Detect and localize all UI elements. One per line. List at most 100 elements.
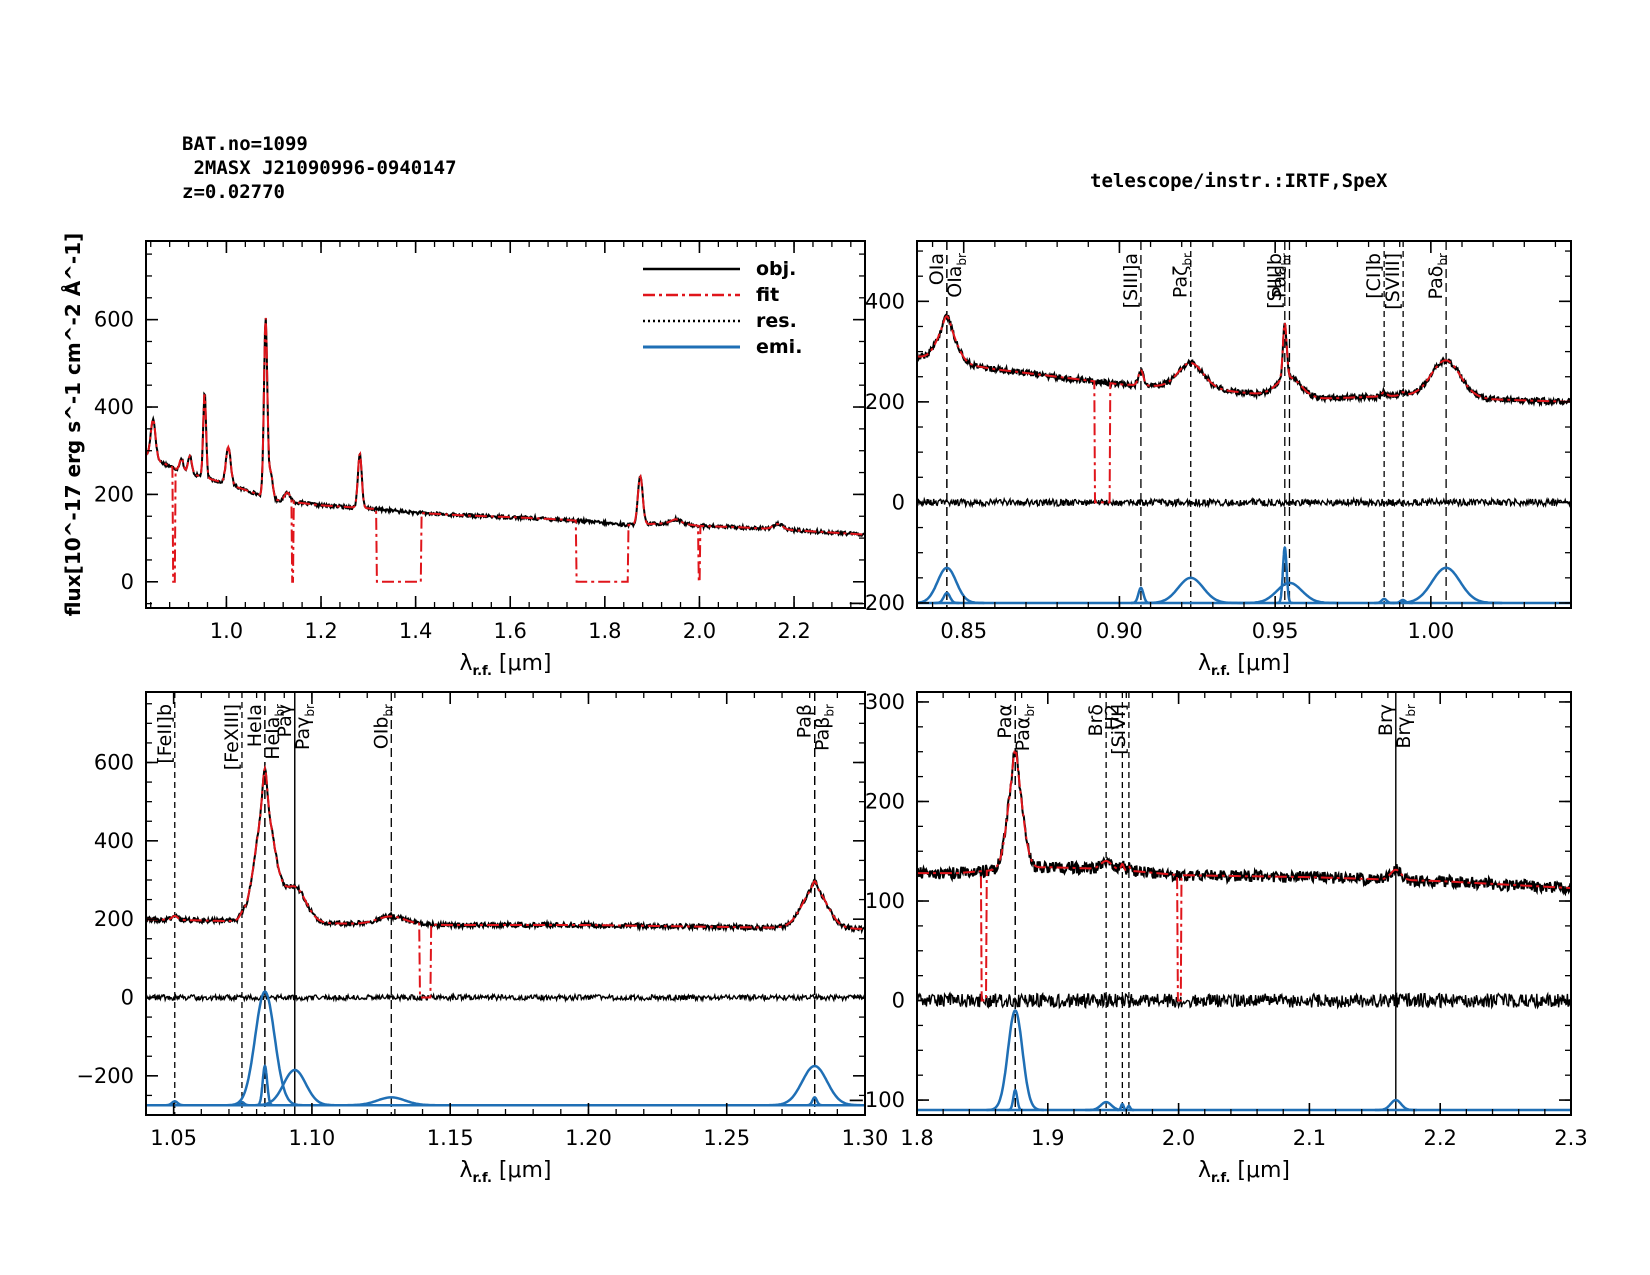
x-axis-label: λr.f. [μm] [459,651,551,679]
x-tick-label: 1.10 [289,1126,336,1150]
emission-component [1276,545,1293,605]
y-tick-label: 300 [865,690,905,714]
x-tick-label: 1.25 [703,1126,750,1150]
plot-area-full [146,317,865,583]
x-axis-label: λr.f. [μm] [459,1158,551,1186]
y-tick-label: 200 [865,789,905,813]
x-tick-label: 1.9 [1031,1126,1064,1150]
x-tick-label: 1.8 [588,619,621,643]
object-spectrum [917,312,1571,408]
x-tick-label: 0.85 [940,619,987,643]
emission-component [1390,566,1503,605]
emission-component [934,591,960,605]
emission-component [1007,1088,1024,1112]
x-tick-label: 1.0 [210,619,243,643]
axes-frame [916,691,1572,1116]
line-label: Brδ [1085,704,1107,736]
axes-frame [916,240,1572,609]
emission-component [250,1068,339,1107]
panel-full: 1.0 1.2 1.4 1.6 1.8 2.0 2.2 0 200 400 600 λr.f. [μm… [94,240,866,679]
line-label: Brγbr [1393,704,1418,749]
line-label: Paα [994,704,1016,739]
legend-label-res: res. [756,310,797,332]
line-label: HeIabr [262,704,287,760]
axes-frame [145,240,866,609]
emission-component [917,566,985,605]
line-label: [SVIII] [1382,253,1404,310]
emission-component [1123,1104,1135,1112]
line-label: Paεbr [1268,253,1293,298]
line-label: Paβ [794,704,816,738]
residual-series [917,496,1571,509]
residual-series [917,991,1571,1010]
emission-component [163,1100,186,1107]
x-tick-label: 1.4 [399,619,432,643]
x-tick-label: 0.90 [1096,619,1143,643]
y-tick-label: 100 [865,889,905,913]
fit-spectrum [917,315,1571,504]
legend-label-fit: fit [756,284,779,306]
header-object-name: 2MASX J21090996-0940147 [182,157,457,179]
panel-zoom3: 1.8 1.9 2.0 2.1 2.2 2.3 −100 0 100 200 300 λr.f. [μ… [847,690,1587,1186]
plot-area-zoom2 [146,692,865,1115]
line-label: [CI]b [1363,253,1385,299]
emission-component [1374,1098,1417,1112]
emission-component [226,990,304,1107]
y-tick-label: 200 [94,907,134,931]
line-label: [SIII]a [1120,253,1142,308]
line-label: HeIa [244,704,266,747]
emission-component [1239,581,1340,605]
fit-spectrum [146,317,865,583]
line-label: OIbbr [370,704,395,749]
line-label: H2 [1101,704,1123,730]
plot-area-zoom1 [917,241,1571,608]
plot-area-zoom3 [917,692,1571,1115]
x-tick-label: 0.95 [1252,619,1299,643]
x-tick-label: 1.6 [494,619,527,643]
emission-component [1140,576,1241,605]
header-telescope: telescope/instr.:IRTF,SpeX [1090,170,1388,192]
line-label: OIa [926,253,948,285]
y-tick-label: −100 [847,1088,905,1112]
x-tick-label: 1.30 [842,1126,889,1150]
emission-component [805,1096,824,1107]
x-tick-label: 2.0 [683,619,716,643]
panel-zoom2: 1.05 1.10 1.15 1.20 1.25 1.30 −200 0 200 400 600 λr… [76,691,889,1186]
y-tick-label: 200 [865,390,905,414]
y-tick-label: 0 [121,570,134,594]
line-label: Paζbr [1170,253,1195,298]
legend-label-obj: obj. [756,258,796,280]
legend: obj. fit res. emi. [643,258,802,358]
y-tick-label: 400 [94,829,134,853]
object-spectrum [146,767,865,935]
y-tick-label: 200 [94,482,134,506]
fit-spectrum [146,764,865,999]
y-tick-label: 400 [865,289,905,313]
y-tick-label: −200 [847,591,905,615]
line-label: Brγ [1375,704,1397,736]
y-tick-label: 600 [94,308,134,332]
emission-component [986,1008,1044,1112]
panel-zoom1: 0.85 0.90 0.95 1.00 −200 0 200 400 λr.f. [μm] OIa… [847,240,1572,679]
residual-series [146,992,865,1003]
x-tick-label: 1.20 [565,1126,612,1150]
y-tick-label: 0 [121,986,134,1010]
x-tick-label: 1.05 [150,1126,197,1150]
y-tick-label: 0 [892,490,905,514]
y-axis-label: flux[10^-17 erg s^-1 cm^-2 Å^-1] [61,233,85,617]
line-label: Paδbr [1425,253,1450,299]
legend-label-emi: emi. [756,336,802,358]
header-bat-no: BAT.no=1099 [182,133,308,155]
line-label: OIabr [944,253,969,298]
line-label: [SiVI] [1108,704,1130,755]
x-tick-label: 2.2 [777,619,810,643]
y-tick-label: 600 [94,751,134,775]
x-tick-label: 1.8 [900,1126,933,1150]
x-axis-label: λr.f. [μm] [1198,651,1290,679]
header-redshift: z=0.02770 [182,181,285,203]
x-tick-label: 2.3 [1554,1126,1587,1150]
x-tick-label: 2.1 [1293,1126,1326,1150]
line-label: Paβbr [812,704,837,751]
x-tick-label: 2.0 [1162,1126,1195,1150]
line-label: Paαbr [1012,704,1037,751]
